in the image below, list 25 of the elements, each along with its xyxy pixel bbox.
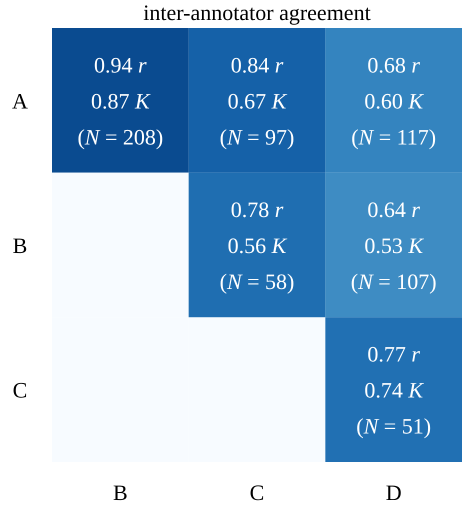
annotation: (N = 117) xyxy=(351,124,436,150)
chart-title: inter-annotator agreement xyxy=(143,0,371,25)
data-label: 0.64 r xyxy=(367,197,420,222)
annotation: (N = 51) xyxy=(356,414,432,439)
annotation: 0.74 K xyxy=(364,378,424,403)
data-label: 0.84 r xyxy=(230,52,284,78)
y-tick-label: C xyxy=(12,378,28,403)
y-tick-label: B xyxy=(12,233,28,258)
data-label: 0.77 r xyxy=(367,342,420,367)
x-tick-label: C xyxy=(250,480,264,505)
annotation: (N = 58) xyxy=(220,269,294,294)
annotation: (N = 107) xyxy=(350,269,437,294)
data-label: 0.68 r xyxy=(367,52,420,78)
data-label: 0.94 r xyxy=(94,52,148,78)
annotation: 0.56 K xyxy=(228,233,288,258)
y-tick-label: A xyxy=(12,88,28,114)
annotation: 0.87 K xyxy=(90,88,151,114)
annotation: 0.53 K xyxy=(364,233,424,258)
annotation: (N = 97) xyxy=(220,124,294,150)
data-label: 0.78 r xyxy=(230,197,284,222)
annotation: 0.67 K xyxy=(228,88,288,114)
x-tick-label: D xyxy=(386,480,402,505)
x-tick-label: B xyxy=(112,480,128,505)
annotation: 0.60 K xyxy=(364,88,424,114)
annotation: (N = 208) xyxy=(77,124,164,150)
